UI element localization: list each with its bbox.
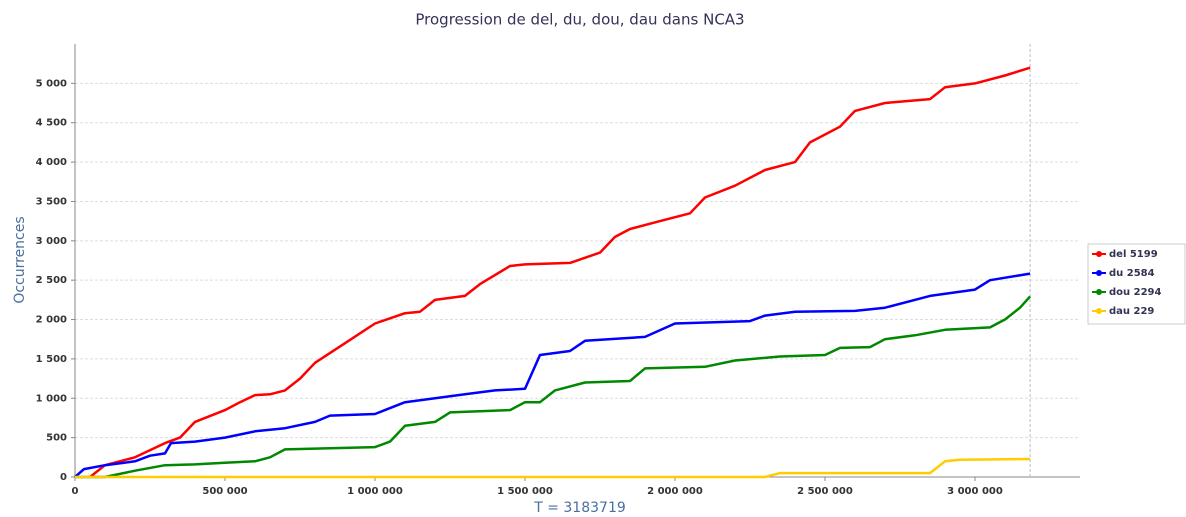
legend-label: dou 2294 — [1109, 287, 1162, 298]
x-tick-label: 500 000 — [202, 486, 247, 497]
legend-marker — [1096, 289, 1102, 295]
y-tick-label: 5 000 — [36, 78, 67, 89]
series-line — [75, 295, 1032, 479]
x-tick-label: 1 500 000 — [497, 486, 553, 497]
series-line — [75, 457, 1031, 479]
legend-label: du 2584 — [1109, 268, 1155, 279]
y-tick-label: 1 000 — [36, 393, 67, 404]
y-tick-label: 1 500 — [36, 354, 67, 365]
x-tick-label: 1 000 000 — [347, 486, 403, 497]
y-tick-label: 4 000 — [36, 157, 67, 168]
x-axis-label: T = 3183719 — [533, 500, 626, 516]
y-axis-label: Occurrences — [12, 216, 28, 303]
chart-title: Progression de del, du, dou, dau dans NC… — [415, 11, 744, 29]
series-line — [74, 272, 1031, 478]
x-tick-label: 2 500 000 — [797, 486, 853, 497]
series-line — [89, 66, 1031, 478]
y-tick-label: 3 500 — [36, 196, 67, 207]
legend-marker — [1096, 270, 1102, 276]
legend-label: dau 229 — [1109, 306, 1154, 317]
y-tick-label: 2 000 — [36, 315, 67, 326]
y-tick-label: 500 — [46, 433, 67, 444]
legend-marker — [1096, 251, 1102, 257]
y-tick-label: 3 000 — [36, 236, 67, 247]
y-tick-label: 0 — [60, 472, 67, 483]
x-tick-label: 0 — [72, 486, 79, 497]
legend-label: del 5199 — [1109, 249, 1158, 260]
legend-marker — [1096, 308, 1102, 314]
y-tick-label: 2 500 — [36, 275, 67, 286]
legend: del 5199 du 2584 dou 2294 dau 229 — [1087, 243, 1186, 325]
y-tick-label: 4 500 — [36, 118, 67, 129]
x-tick-label: 3 000 000 — [947, 486, 1003, 497]
x-tick-label: 2 000 000 — [647, 486, 703, 497]
